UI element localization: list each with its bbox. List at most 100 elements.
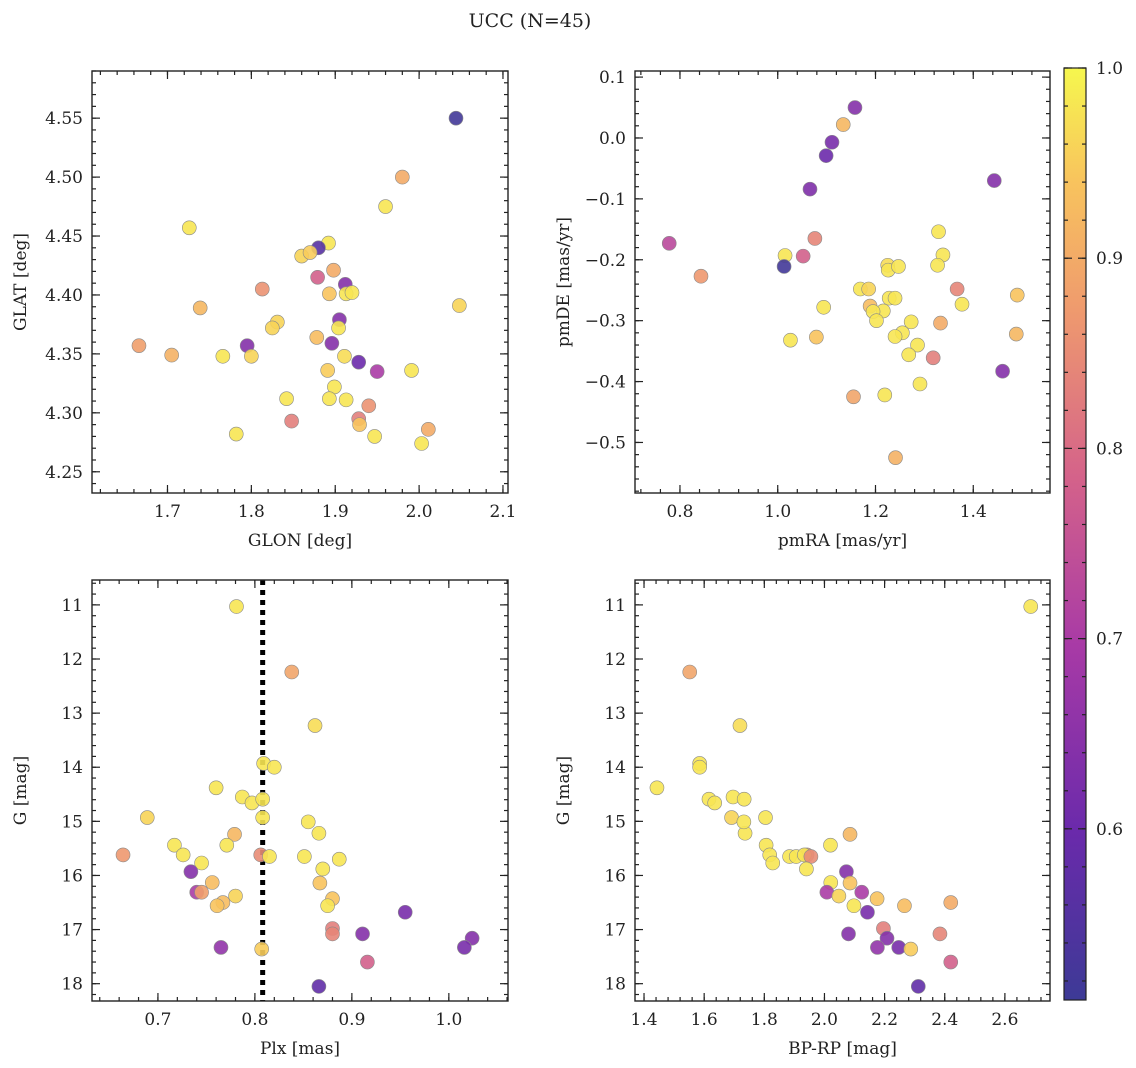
scatter-point [311,979,327,994]
scatter-point [724,810,739,825]
scatter-point [891,940,907,955]
scatter-point [325,926,340,942]
x-tick-label: 0.8 [666,502,693,522]
scatter-point [279,391,294,406]
panel-plx-g: 0.7 0.8 0.9 1.0 11 12 13 14 15 16 17 18 Plx [mas] G [… [11,579,509,1059]
scatter-point [457,940,472,955]
x-tick-label: 1.8 [238,502,265,522]
scatter-point [903,314,919,330]
scatter-point [139,810,155,825]
scatter-point [682,664,698,680]
y-tick-label: 13 [61,704,83,724]
y-tick-label: 11 [604,596,626,616]
scatter-point [404,363,419,378]
scatter-point [692,759,707,775]
y-tick-label: 4.25 [45,463,83,483]
figure-title: UCC (N=45) [469,10,592,32]
scatter-point [360,954,375,970]
scatter-point [831,888,847,904]
scatter-point [860,904,875,920]
scatter-point [931,224,946,240]
scatter-point [816,299,831,315]
y-tick-label: 4.45 [45,227,83,247]
y-axis-label: G [mag] [554,756,574,825]
scatter-point [949,281,965,297]
y-tick-label: 16 [604,866,626,886]
scatter-point [131,338,147,353]
y-tick-label: 14 [61,758,83,778]
y-tick-label: 18 [61,975,83,995]
scatter-point [1023,599,1039,614]
scatter-point [912,376,928,392]
scatter-point [736,791,752,807]
x-tick-label: 2.2 [871,1010,898,1030]
scatter-point [841,926,856,942]
scatter-point [954,296,970,312]
scatter-point [352,417,367,432]
scatter-point [326,262,341,278]
scatter-point [208,780,224,796]
panel-glon-glat: 1.7 1.8 1.9 2.0 2.1 4.25 4.30 4.35 4.40 4.45 4.50 4… [11,70,516,551]
scatter-point [802,181,818,197]
scatter-point [452,298,467,313]
x-tick-label: 1.2 [862,502,889,522]
scatter-point [887,290,903,306]
scatter-point [842,827,858,842]
scatter-point [847,100,863,115]
x-tick-label: 1.8 [751,1010,778,1030]
scatter-point [344,285,360,300]
x-tick-label: 1.4 [630,1010,657,1030]
y-tick-label: −0.5 [585,433,626,453]
scatter-point [254,281,270,297]
x-tick-label: 1.6 [691,1010,718,1030]
scatter-point [448,110,464,126]
y-axis-label: G [mag] [11,756,31,825]
scatter-point [284,664,300,680]
x-axis-label: BP-RP [mag] [788,1039,897,1059]
x-tick-label: 1.7 [154,502,181,522]
scatter-point [229,599,244,614]
panel-bprp-g: 1.4 1.6 1.8 2.0 2.2 2.4 2.6 11 12 13 14 15 16 17 18 BP-… [554,579,1051,1059]
axes-frame [634,70,1051,494]
scatter-point [807,231,823,246]
scatter-point [355,926,370,942]
scatter-point [649,780,665,796]
y-tick-label: 4.55 [45,109,83,129]
scatter-point [879,930,895,946]
scatter-point [943,954,959,970]
scatter-point [799,861,814,877]
scatter-point [324,335,340,351]
x-tick-label: 2.1 [489,502,516,522]
scatter-point [887,329,903,344]
panel-pmra-pmde: 0.8 1.0 1.2 1.4 −0.5 −0.4 −0.3 −0.2 −0.1 0.0 0.1 pm… [554,68,1051,551]
scatter-point [933,315,948,331]
scatter-point [302,245,318,260]
scatter-point [254,941,269,957]
scatter-point [262,849,277,864]
y-tick-label: −0.4 [585,373,626,393]
scatter-point [167,837,182,853]
scatter-point [255,791,270,807]
scatter-point [869,313,884,328]
y-tick-label: 17 [604,921,626,941]
scatter-point [910,979,926,994]
axes-frame [91,70,509,494]
scatter-point [776,259,792,274]
y-tick-label: 0.1 [599,68,626,88]
scatter-point [824,134,840,150]
scatter-point [1008,326,1024,342]
scatter-point [183,864,199,879]
scatter-point [901,347,917,363]
scatter-point [227,827,242,842]
x-tick-label: 1.0 [764,502,791,522]
scatter-point [397,904,413,920]
scatter-point [818,148,834,163]
scatter-point [213,940,229,955]
y-tick-label: 12 [604,650,626,670]
scatter-point [300,814,316,830]
x-axis-label: Plx [mas] [260,1039,340,1059]
scatter-point [661,236,677,251]
y-tick-label: 15 [604,812,626,832]
scatter-point [732,718,748,733]
